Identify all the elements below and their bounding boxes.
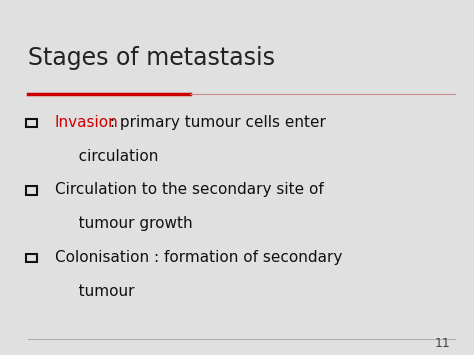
Text: 11: 11 xyxy=(435,337,450,350)
Text: : primary tumour cells enter: : primary tumour cells enter xyxy=(105,115,326,130)
Text: Stages of metastasis: Stages of metastasis xyxy=(28,46,275,70)
Text: Circulation to the secondary site of: Circulation to the secondary site of xyxy=(55,182,323,197)
Text: tumour: tumour xyxy=(64,284,135,299)
Text: circulation: circulation xyxy=(64,149,158,164)
Bar xyxy=(26,254,37,262)
Text: Colonisation : formation of secondary: Colonisation : formation of secondary xyxy=(55,250,342,265)
Text: tumour growth: tumour growth xyxy=(64,216,192,231)
Bar xyxy=(26,119,37,127)
Bar xyxy=(26,186,37,195)
Text: Invasion: Invasion xyxy=(55,115,118,130)
